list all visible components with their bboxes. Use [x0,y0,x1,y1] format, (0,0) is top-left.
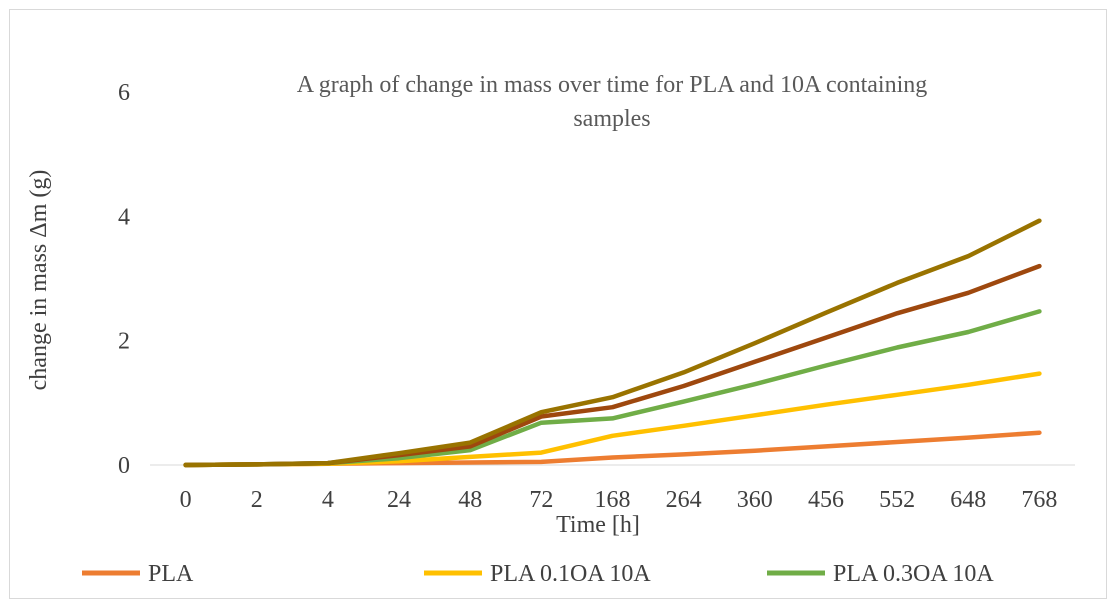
y-tick-label: 6 [118,80,130,106]
x-tick-label: 24 [387,487,411,513]
x-tick-label: 264 [666,487,702,513]
x-tick-label: 4 [322,487,334,513]
x-tick-label: 72 [529,487,553,513]
y-tick-labels: 0 2 4 6 [118,80,130,479]
x-tick-label: 2 [251,487,263,513]
chart-title-line-2: samples [573,106,650,132]
legend-label: PLA 0.3OA 10A [833,561,994,587]
x-tick-label: 456 [808,487,844,513]
legend: PLA PLA 0.1OA 10A PLA 0.3OA 10A [82,561,994,587]
legend-label: PLA 0.1OA 10A [490,561,651,587]
x-tick-label: 768 [1021,487,1057,513]
x-tick-label: 360 [737,487,773,513]
x-tick-label: 48 [458,487,482,513]
x-tick-label: 0 [180,487,192,513]
series-line-5 [183,218,1042,468]
y-tick-label: 2 [118,329,130,355]
x-tick-labels: 0 2 4 24 48 72 168 264 360 456 552 648 768 [180,487,1058,513]
y-tick-label: 4 [118,204,130,230]
series-lines [183,218,1042,468]
x-axis-title: Time [h] [556,512,640,538]
y-tick-label: 0 [118,453,130,479]
legend-label: PLA [148,561,194,587]
chart-title-line-1: A graph of change in mass over time for … [297,72,928,98]
x-tick-label: 552 [879,487,915,513]
x-tick-label: 168 [595,487,631,513]
y-axis-title: change in mass Δm (g) [26,170,52,391]
x-tick-label: 648 [950,487,986,513]
